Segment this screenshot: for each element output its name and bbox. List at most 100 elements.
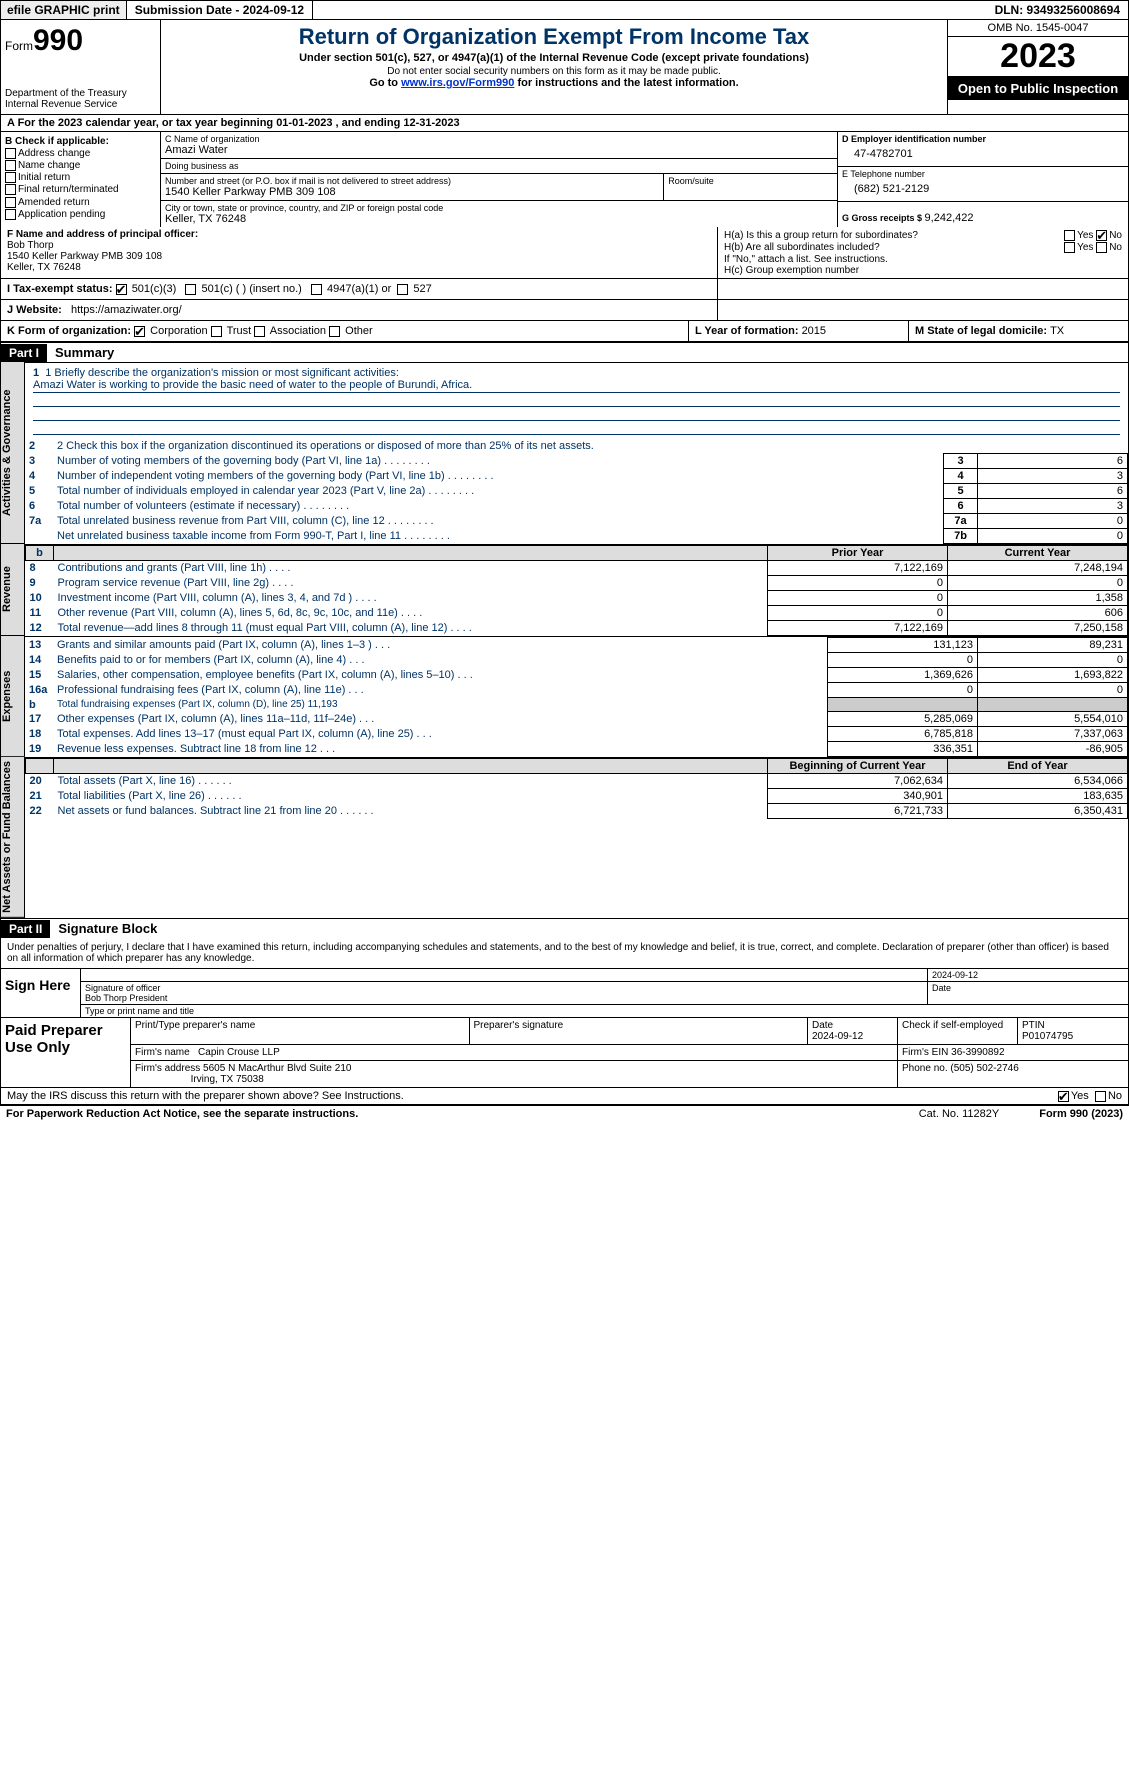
discuss-text: May the IRS discuss this return with the… — [7, 1090, 404, 1102]
identity-grid: B Check if applicable: Address change Na… — [0, 132, 1129, 227]
state-domicile-value: TX — [1050, 325, 1064, 337]
perjury-statement: Under penalties of perjury, I declare th… — [0, 938, 1129, 969]
footer-left: For Paperwork Reduction Act Notice, see … — [6, 1108, 358, 1120]
checkbox-amended-return[interactable] — [5, 197, 16, 208]
association-checkbox[interactable] — [254, 326, 265, 337]
hc-label: H(c) Group exemption number — [724, 265, 1122, 276]
paid-preparer-label: Paid Preparer Use Only — [1, 1018, 131, 1087]
checkbox-initial-return[interactable] — [5, 172, 16, 183]
trust-label: Trust — [227, 325, 252, 337]
hb-yes-checkbox[interactable] — [1064, 242, 1075, 253]
form-org-label: K Form of organization: — [7, 325, 131, 337]
officer-name: Bob Thorp — [7, 240, 711, 251]
firm-name-label: Firm's name — [135, 1047, 190, 1058]
officer-addr1: 1540 Keller Parkway PMB 309 108 — [7, 251, 711, 262]
efile-print-button[interactable]: efile GRAPHIC print — [1, 1, 127, 19]
corporation-label: Corporation — [150, 325, 207, 337]
vtab-activities: Activities & Governance — [1, 362, 25, 544]
part2-tag: Part II — [1, 920, 50, 938]
discuss-no-checkbox[interactable] — [1095, 1091, 1106, 1102]
527-checkbox[interactable] — [397, 284, 408, 295]
gross-receipts-value: 9,242,422 — [925, 212, 974, 224]
form-title: Return of Organization Exempt From Incom… — [165, 24, 943, 50]
trust-checkbox[interactable] — [211, 326, 222, 337]
telephone-value: (682) 521-2129 — [842, 179, 1124, 199]
part1-header: Part I Summary — [0, 342, 1129, 362]
ein-label: D Employer identification number — [842, 134, 1124, 144]
firm-address2: Irving, TX 75038 — [191, 1074, 264, 1085]
4947-checkbox[interactable] — [311, 284, 322, 295]
ha-yes-checkbox[interactable] — [1064, 230, 1075, 241]
hb-note: If "No," attach a list. See instructions… — [724, 254, 1122, 265]
firm-phone-value: (505) 502-2746 — [950, 1063, 1018, 1074]
checkbox-address-change[interactable] — [5, 148, 16, 159]
label-application-pending: Application pending — [18, 209, 105, 220]
telephone-label: E Telephone number — [842, 169, 1124, 179]
checkbox-name-change[interactable] — [5, 160, 16, 171]
officer-signed-name: Bob Thorp President — [85, 993, 167, 1003]
org-name-label: C Name of organization — [165, 134, 833, 144]
label-name-change: Name change — [18, 160, 80, 171]
officer-addr2: Keller, TX 76248 — [7, 262, 711, 273]
discuss-yes-checkbox[interactable] — [1058, 1091, 1069, 1102]
checkbox-final-return[interactable] — [5, 184, 16, 195]
501c-label: 501(c) ( ) (insert no.) — [202, 283, 302, 295]
501c3-label: 501(c)(3) — [132, 283, 177, 295]
ha-no-checkbox[interactable] — [1096, 230, 1107, 241]
section-revenue: Revenue bPrior YearCurrent Year8Contribu… — [0, 544, 1129, 636]
other-label: Other — [345, 325, 373, 337]
dln: DLN: 93493256008694 — [987, 1, 1128, 19]
instructions-line: Go to www.irs.gov/Form990 for instructio… — [165, 77, 943, 89]
street-value: 1540 Keller Parkway PMB 309 108 — [165, 186, 659, 198]
part1-tag: Part I — [1, 344, 47, 362]
sign-here-block: Sign Here 2024-09-12 Signature of office… — [0, 969, 1129, 1018]
hb-yes-label: Yes — [1077, 242, 1093, 253]
sign-date-label: Date — [928, 982, 1128, 1004]
501c-checkbox[interactable] — [185, 284, 196, 295]
part2-header: Part II Signature Block — [0, 919, 1129, 938]
ein-value: 47-4782701 — [842, 144, 1124, 164]
preparer-signature-header: Preparer's signature — [470, 1018, 809, 1044]
dba-label: Doing business as — [165, 161, 833, 171]
hb-label: H(b) Are all subordinates included? — [724, 242, 880, 253]
org-name: Amazi Water — [165, 144, 833, 156]
net-assets-table: Beginning of Current YearEnd of Year20To… — [25, 758, 1128, 819]
501c3-checkbox[interactable] — [116, 284, 127, 295]
corporation-checkbox[interactable] — [134, 326, 145, 337]
ha-label: H(a) Is this a group return for subordin… — [724, 230, 918, 241]
hb-no-label: No — [1109, 242, 1122, 253]
hb-no-checkbox[interactable] — [1096, 242, 1107, 253]
ha-no-label: No — [1109, 230, 1122, 241]
instructions-link[interactable]: www.irs.gov/Form990 — [401, 77, 514, 89]
website-value: https://amaziwater.org/ — [71, 304, 182, 316]
firm-address1: 5605 N MacArthur Blvd Suite 210 — [203, 1063, 351, 1074]
527-label: 527 — [413, 283, 431, 295]
other-checkbox[interactable] — [329, 326, 340, 337]
col-b-header: B Check if applicable: — [5, 136, 156, 147]
omb-number: OMB No. 1545-0047 — [948, 20, 1128, 37]
city-label: City or town, state or province, country… — [165, 203, 833, 213]
ssn-notice: Do not enter social security numbers on … — [165, 66, 943, 77]
checkbox-application-pending[interactable] — [5, 209, 16, 220]
ha-yes-label: Yes — [1077, 230, 1093, 241]
firm-phone-label: Phone no. — [902, 1063, 948, 1074]
ptin-label: PTIN — [1022, 1020, 1045, 1031]
city-value: Keller, TX 76248 — [165, 213, 833, 225]
sign-here-label: Sign Here — [1, 969, 81, 1017]
firm-name-value: Capin Crouse LLP — [198, 1047, 280, 1058]
state-domicile-label: M State of legal domicile: — [915, 325, 1050, 337]
revenue-table: bPrior YearCurrent Year8Contributions an… — [25, 545, 1128, 636]
open-public-inspection: Open to Public Inspection — [948, 77, 1128, 100]
year-formation-value: 2015 — [802, 325, 826, 337]
vtab-revenue: Revenue — [1, 544, 25, 636]
part2-title: Signature Block — [50, 919, 165, 938]
self-employed-label: Check if self-employed — [902, 1020, 1003, 1031]
tax-year: 2023 — [948, 37, 1128, 77]
top-bar: efile GRAPHIC print Submission Date - 20… — [0, 0, 1129, 20]
part1-title: Summary — [47, 343, 122, 362]
discuss-row: May the IRS discuss this return with the… — [0, 1088, 1129, 1105]
vtab-expenses: Expenses — [1, 636, 25, 757]
4947-label: 4947(a)(1) or — [327, 283, 391, 295]
signature-officer-label: Signature of officer — [85, 983, 160, 993]
discuss-no-label: No — [1108, 1090, 1122, 1102]
